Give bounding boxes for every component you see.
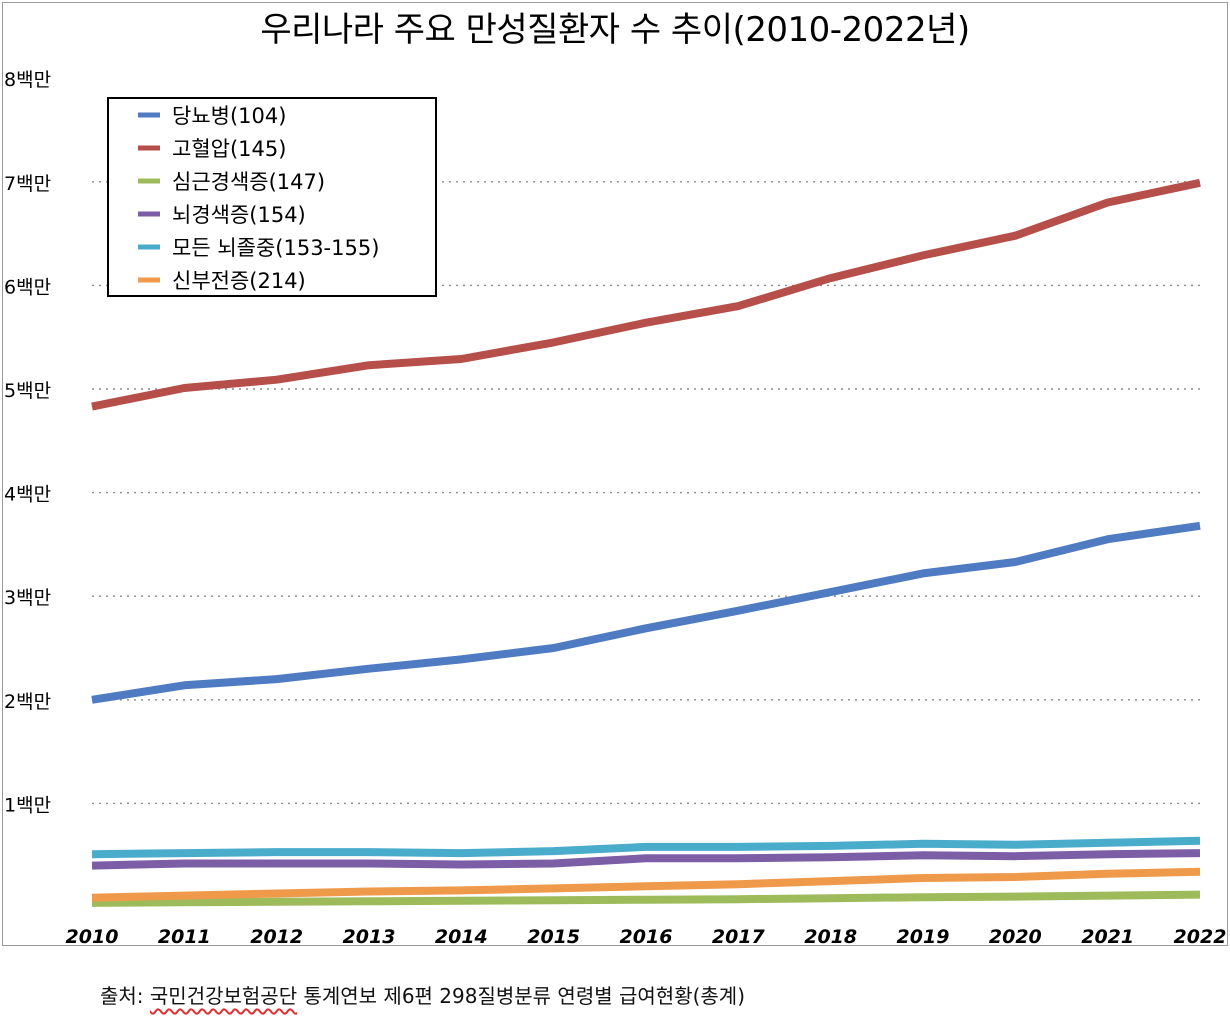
legend-label: 모든 뇌졸중(153-155) (172, 236, 379, 260)
x-tick-label: 2021 (1081, 926, 1134, 948)
legend-label: 신부전증(214) (172, 269, 306, 293)
x-tick-label: 2022 (1174, 926, 1227, 948)
y-tick-label: 6백만 (4, 276, 51, 298)
x-tick-label: 2020 (989, 926, 1042, 948)
x-tick-label: 2014 (435, 926, 488, 948)
source-organization: 국민건강보험공단 (150, 984, 297, 1008)
x-tick-label: 2017 (712, 926, 766, 948)
legend-label: 당뇨병(104) (172, 104, 286, 128)
x-tick-label: 2016 (620, 926, 673, 948)
y-tick-label: 1백만 (4, 794, 51, 816)
legend-label: 심근경색증(147) (172, 170, 325, 194)
source-note: 출처: 국민건강보험공단 통계연보 제6편 298질병분류 연령별 급여현황(총… (100, 980, 745, 1009)
x-tick-label: 2015 (527, 926, 580, 948)
x-tick-label: 2013 (343, 926, 396, 948)
y-tick-label: 2백만 (4, 691, 51, 713)
y-tick-label: 5백만 (4, 380, 51, 402)
source-description: 통계연보 제6편 298질병분류 연령별 급여현황(총계) (297, 984, 745, 1008)
y-tick-label: 7백만 (4, 173, 51, 195)
y-tick-label: 4백만 (4, 484, 51, 506)
series-line (92, 526, 1200, 700)
legend-label: 뇌경색증(154) (172, 203, 306, 227)
x-tick-label: 2018 (804, 926, 857, 948)
source-prefix: 출처: (100, 984, 150, 1008)
x-tick-label: 2019 (897, 926, 950, 948)
x-tick-label: 2010 (66, 926, 119, 948)
legend-label: 고혈압(145) (172, 137, 286, 161)
x-tick-label: 2011 (158, 926, 211, 948)
y-tick-label: 8백만 (4, 69, 51, 91)
y-tick-label: 3백만 (4, 587, 51, 609)
x-tick-label: 2012 (250, 926, 303, 948)
